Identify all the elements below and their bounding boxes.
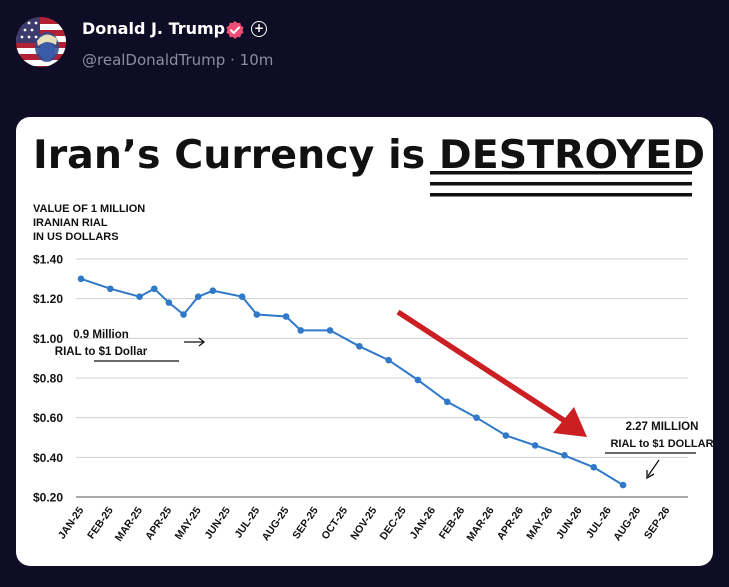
x-tick-label: JUN-26 xyxy=(554,505,585,542)
data-point xyxy=(107,285,114,293)
y-tick-label: $0.40 xyxy=(33,451,63,465)
y-tick-label: $1.40 xyxy=(33,253,63,267)
title-underline-1 xyxy=(430,171,692,175)
author-handle-line: @realDonaldTrump · 10m xyxy=(82,51,273,69)
x-tick-label: JAN-25 xyxy=(56,505,87,542)
x-tick-label: AUG-25 xyxy=(260,505,292,544)
note-left-arrow-head xyxy=(198,337,206,347)
title-emphasis: DESTROYED xyxy=(439,132,705,178)
x-tick-label: APR-26 xyxy=(495,505,526,543)
title-underline-3 xyxy=(430,193,692,197)
x-tick-label: MAR-25 xyxy=(113,505,145,544)
y-tick-label: $0.20 xyxy=(33,491,63,505)
data-point xyxy=(136,293,143,300)
data-point xyxy=(531,442,539,449)
data-point xyxy=(165,299,173,306)
data-point xyxy=(150,285,158,293)
separator-dot: · xyxy=(230,51,235,69)
data-point xyxy=(194,293,202,300)
x-tick-label: OCT-25 xyxy=(319,505,350,542)
x-tick-label: NOV-25 xyxy=(348,505,379,543)
author-handle[interactable]: @realDonaldTrump xyxy=(82,51,226,69)
data-point xyxy=(297,327,305,334)
y-axis-label-line: IRANIAN RIAL xyxy=(33,217,108,229)
x-tick-label: MAY-26 xyxy=(524,505,555,542)
y-tick-label: $1.20 xyxy=(33,292,63,306)
data-point xyxy=(238,293,246,300)
x-tick-label: MAR-26 xyxy=(464,505,496,544)
data-point xyxy=(77,275,85,283)
author-avatar[interactable] xyxy=(16,17,66,67)
x-tick-label: APR-25 xyxy=(143,505,174,543)
x-tick-label: FEB-26 xyxy=(437,505,468,542)
series-line xyxy=(80,277,624,486)
data-point xyxy=(253,311,261,318)
x-tick-label: JUN-25 xyxy=(202,505,233,542)
currency-chart: Iran’s Currency is DESTROYED VALUE OF 1 … xyxy=(33,132,713,544)
y-tick-label: $0.60 xyxy=(33,411,63,425)
data-point xyxy=(385,356,392,364)
y-tick-label: $1.00 xyxy=(33,332,63,346)
trend-arrow-shaft xyxy=(396,309,570,426)
y-axis-label-line: VALUE OF 1 MILLION xyxy=(33,203,145,215)
data-point xyxy=(326,327,334,334)
y-axis-label: VALUE OF 1 MILLION IRANIAN RIAL IN US DOLL… xyxy=(33,203,145,243)
data-point xyxy=(619,481,627,489)
x-tick-label: DEC-25 xyxy=(377,505,408,543)
title-underline-2 xyxy=(430,182,692,186)
note-right-arrow-head xyxy=(646,470,655,480)
trend-arrow-head xyxy=(553,407,587,437)
note-left-line1: 0.9 Million xyxy=(73,329,129,341)
grid-lines xyxy=(76,258,688,498)
data-point xyxy=(180,311,187,318)
x-tick-label: MAY-25 xyxy=(173,505,204,542)
data-point xyxy=(282,313,290,320)
x-tick-label: JUL-25 xyxy=(232,505,262,541)
data-point xyxy=(473,414,480,421)
post-time[interactable]: 10m xyxy=(239,51,274,69)
post-image[interactable]: Iran’s Currency is DESTROYED VALUE OF 1 … xyxy=(16,117,713,566)
plus-circle-icon[interactable]: + xyxy=(251,21,267,37)
x-tick-label: SEP-26 xyxy=(642,505,673,542)
note-right-arrow-shaft xyxy=(647,459,660,477)
author-name[interactable]: Donald J. Trump xyxy=(82,19,226,38)
title-prefix: Iran’s Currency is xyxy=(33,132,439,178)
note-left-line2: RIAL to $1 Dollar xyxy=(55,346,148,358)
data-point xyxy=(502,432,510,439)
data-points xyxy=(77,275,627,489)
x-tick-label: AUG-26 xyxy=(611,505,643,544)
note-right-line1: 2.27 MILLION xyxy=(626,421,699,433)
infographic-title: Iran’s Currency is DESTROYED xyxy=(33,132,705,178)
note-right-line2: RIAL to $1 DOLLAR xyxy=(610,438,713,450)
x-tick-label: JUL-26 xyxy=(584,505,614,541)
data-point xyxy=(209,287,217,295)
data-point xyxy=(356,342,363,350)
verified-badge-icon xyxy=(226,21,244,39)
data-point xyxy=(561,452,568,459)
post-header: Donald J. Trump + @realDonaldTrump · 10m xyxy=(0,0,729,110)
y-tick-labels: $1.40 $1.20 $1.00 $0.80 $0.60 $0.40 $0.20 xyxy=(33,253,63,505)
x-tick-label: JAN-26 xyxy=(407,505,438,542)
y-tick-label: $0.80 xyxy=(33,372,63,386)
y-axis-label-line: IN US DOLLARS xyxy=(33,231,119,243)
data-point xyxy=(443,398,451,406)
data-point xyxy=(590,463,598,471)
flag-portrait-avatar-icon xyxy=(16,17,66,67)
data-point xyxy=(414,376,422,384)
x-tick-label: FEB-25 xyxy=(85,505,116,542)
x-tick-label: SEP-25 xyxy=(290,505,321,542)
